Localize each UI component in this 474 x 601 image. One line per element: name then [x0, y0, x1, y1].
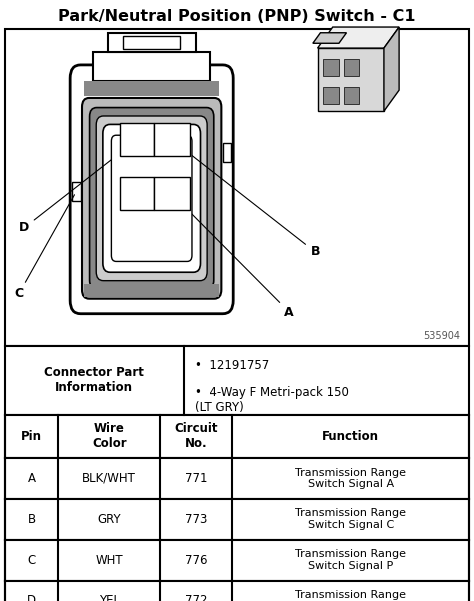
Bar — [5, 458, 469, 499]
Bar — [5, 346, 469, 415]
Bar — [5, 540, 469, 581]
Bar — [72, 182, 81, 201]
Text: Transmission Range
Switch Signal P: Transmission Range Switch Signal P — [295, 549, 406, 571]
Polygon shape — [313, 32, 346, 43]
Bar — [5, 581, 469, 601]
FancyBboxPatch shape — [82, 98, 221, 299]
Text: A: A — [174, 196, 294, 319]
Bar — [84, 81, 219, 96]
Text: 771: 771 — [185, 472, 208, 485]
Bar — [323, 59, 339, 76]
Text: GRY: GRY — [98, 513, 121, 526]
Bar — [5, 499, 469, 540]
Text: Transmission Range
Switch Signal A: Transmission Range Switch Signal A — [295, 468, 406, 489]
Bar — [5, 415, 469, 458]
Text: B: B — [174, 141, 320, 258]
Bar — [223, 143, 231, 162]
Text: Connector Part
Information: Connector Part Information — [44, 366, 144, 394]
FancyBboxPatch shape — [90, 108, 214, 289]
FancyBboxPatch shape — [103, 124, 201, 272]
Text: 776: 776 — [185, 554, 208, 567]
FancyBboxPatch shape — [70, 65, 233, 314]
FancyBboxPatch shape — [111, 135, 192, 261]
Text: Circuit
No.: Circuit No. — [174, 423, 218, 450]
Text: 535904: 535904 — [423, 331, 460, 341]
Text: BLK/WHT: BLK/WHT — [82, 472, 136, 485]
Text: Park/Neutral Position (PNP) Switch - C1: Park/Neutral Position (PNP) Switch - C1 — [58, 9, 416, 24]
Text: Pin: Pin — [21, 430, 42, 443]
Text: Function: Function — [322, 430, 379, 443]
Bar — [5, 29, 469, 346]
Bar — [318, 48, 384, 111]
Bar — [323, 87, 339, 104]
FancyBboxPatch shape — [96, 116, 207, 281]
Text: Transmission Range
Switch Signal B: Transmission Range Switch Signal B — [295, 590, 406, 601]
Text: Wire
Color: Wire Color — [92, 423, 127, 450]
Bar — [154, 177, 190, 210]
Bar — [344, 87, 359, 104]
Bar — [108, 33, 196, 52]
Text: •  12191757: • 12191757 — [195, 359, 270, 372]
Bar — [93, 52, 210, 81]
Text: B: B — [27, 513, 36, 526]
Text: C: C — [14, 195, 74, 300]
Bar — [120, 123, 154, 156]
Text: D: D — [19, 141, 135, 234]
Bar — [154, 123, 190, 156]
Bar — [344, 59, 359, 76]
Polygon shape — [318, 27, 399, 48]
Text: •  4-Way F Metri-pack 150
(LT GRY): • 4-Way F Metri-pack 150 (LT GRY) — [195, 386, 349, 414]
Text: Transmission Range
Switch Signal C: Transmission Range Switch Signal C — [295, 508, 406, 530]
Text: D: D — [27, 594, 36, 601]
Text: WHT: WHT — [95, 554, 123, 567]
Text: 773: 773 — [185, 513, 208, 526]
Bar — [84, 284, 219, 297]
Bar — [120, 177, 154, 210]
Polygon shape — [384, 27, 399, 111]
Text: C: C — [27, 554, 36, 567]
Bar — [123, 36, 180, 49]
Text: A: A — [27, 472, 36, 485]
Text: YEL: YEL — [99, 594, 120, 601]
Text: 772: 772 — [185, 594, 208, 601]
